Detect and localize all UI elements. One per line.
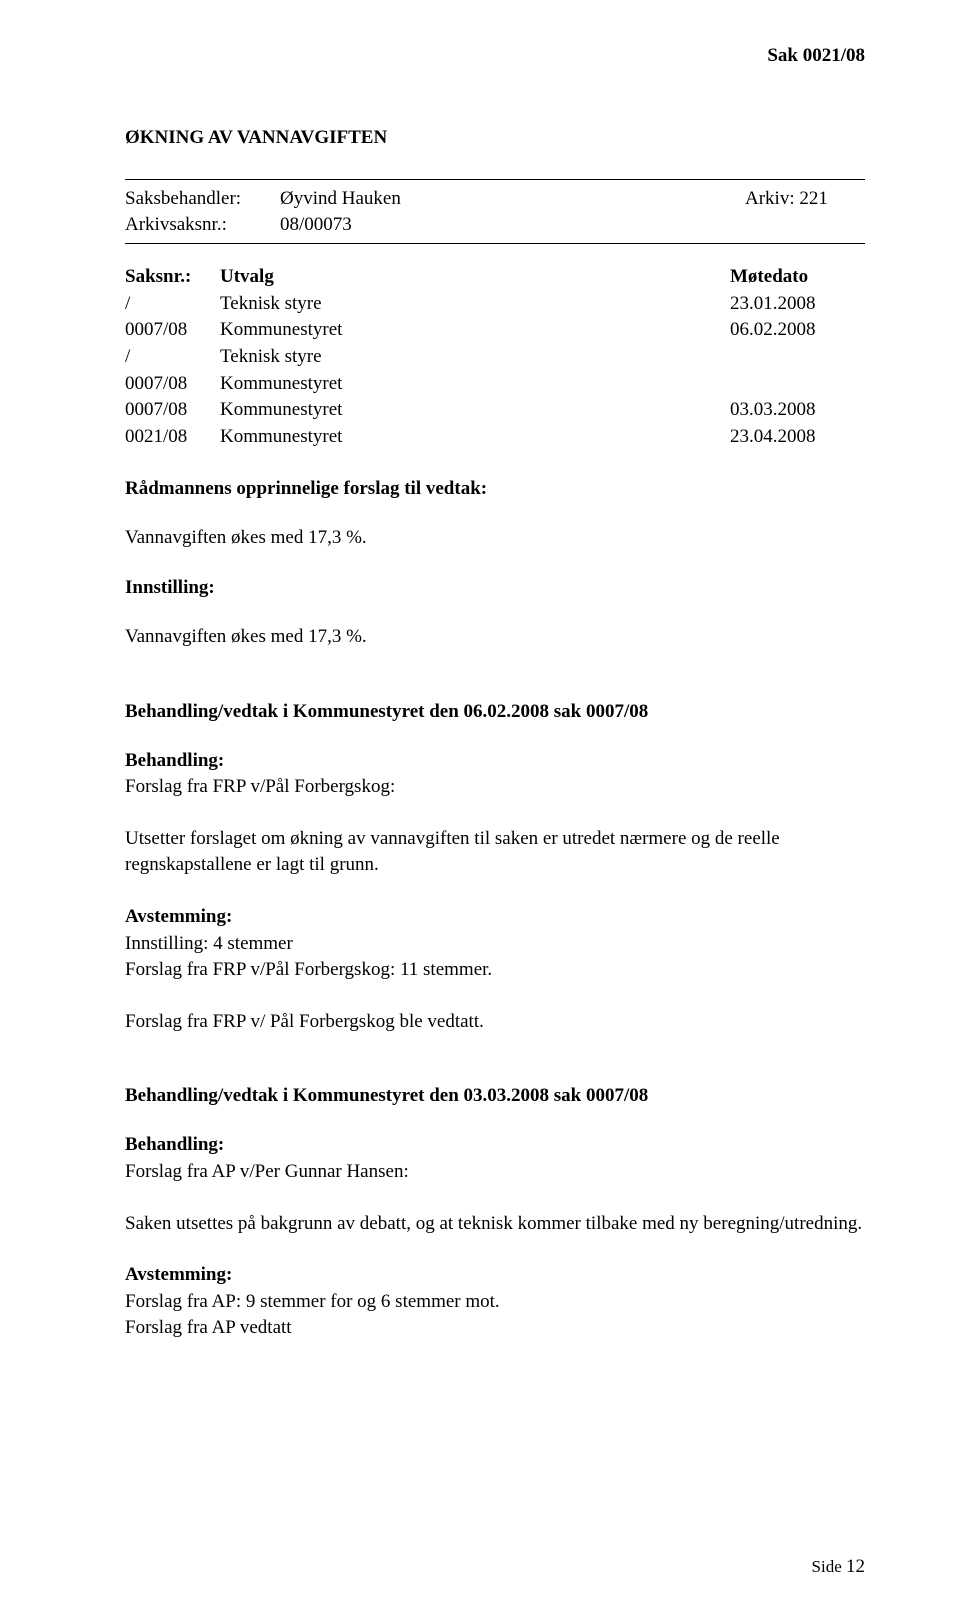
forslag-ap-intro: Forslag fra AP v/Per Gunnar Hansen: — [125, 1159, 865, 1186]
forslag-frp-intro: Forslag fra FRP v/Pål Forbergskog: — [125, 774, 865, 801]
table-row: 0007/08 Kommunestyret — [125, 371, 865, 398]
cell-dato: 03.03.2008 — [730, 397, 865, 424]
arkiv-label: Arkiv: 221 — [745, 186, 865, 212]
cell-utvalg: Kommunestyret — [220, 424, 730, 451]
case-reference: Sak 0021/08 — [125, 45, 865, 67]
page-number: 12 — [846, 1556, 865, 1577]
cell-dato: 23.01.2008 — [730, 291, 865, 318]
forslag-ap-text: Saken utsettes på bakgrunn av debatt, og… — [125, 1211, 865, 1238]
behandling-label-2: Behandling: — [125, 1132, 865, 1159]
cell-utvalg: Teknisk styre — [220, 344, 730, 371]
innstilling-heading: Innstilling: — [125, 577, 865, 599]
meta-block: Saksbehandler: Øyvind Hauken Arkiv: 221 … — [125, 179, 865, 244]
avstemming-label-2: Avstemming: — [125, 1262, 865, 1289]
avstemming2-line2: Forslag fra AP vedtatt — [125, 1315, 865, 1342]
arkivsaksnr-label: Arkivsaksnr.: — [125, 212, 280, 238]
saksbehandler-value: Øyvind Hauken — [280, 186, 745, 212]
cell-saksnr: 0021/08 — [125, 424, 220, 451]
table-row: 0021/08 Kommunestyret 23.04.2008 — [125, 424, 865, 451]
table-row: / Teknisk styre 23.01.2008 — [125, 291, 865, 318]
behandling-label: Behandling: — [125, 748, 865, 775]
radmannens-text: Vannavgiften økes med 17,3 %. — [125, 525, 865, 552]
committee-table: Saksnr.: Utvalg Møtedato / Teknisk styre… — [125, 264, 865, 450]
side-label: Side — [812, 1557, 846, 1576]
cell-utvalg: Kommunestyret — [220, 317, 730, 344]
table-row: / Teknisk styre — [125, 344, 865, 371]
cell-dato — [730, 344, 865, 371]
cell-saksnr: / — [125, 344, 220, 371]
col-header-saksnr: Saksnr.: — [125, 264, 220, 291]
behandling2-heading: Behandling/vedtak i Kommunestyret den 03… — [125, 1085, 865, 1107]
cell-saksnr: 0007/08 — [125, 397, 220, 424]
avstemming1-result: Forslag fra FRP v/ Pål Forbergskog ble v… — [125, 1009, 865, 1036]
radmannens-heading: Rådmannens opprinnelige forslag til vedt… — [125, 478, 865, 500]
saksbehandler-label: Saksbehandler: — [125, 186, 280, 212]
document-title: ØKNING AV VANNAVGIFTEN — [125, 127, 865, 149]
cell-utvalg: Kommunestyret — [220, 371, 730, 398]
avstemming-label: Avstemming: — [125, 904, 865, 931]
cell-saksnr: / — [125, 291, 220, 318]
innstilling-text: Vannavgiften økes med 17,3 %. — [125, 624, 865, 651]
page-footer: Side 12 — [812, 1556, 865, 1578]
table-row: 0007/08 Kommunestyret 06.02.2008 — [125, 317, 865, 344]
cell-saksnr: 0007/08 — [125, 371, 220, 398]
table-row: 0007/08 Kommunestyret 03.03.2008 — [125, 397, 865, 424]
cell-dato: 06.02.2008 — [730, 317, 865, 344]
cell-saksnr: 0007/08 — [125, 317, 220, 344]
cell-utvalg: Kommunestyret — [220, 397, 730, 424]
forslag-frp-text: Utsetter forslaget om økning av vannavgi… — [125, 826, 865, 879]
cell-utvalg: Teknisk styre — [220, 291, 730, 318]
arkivsaksnr-value: 08/00073 — [280, 212, 745, 238]
col-header-utvalg: Utvalg — [220, 264, 730, 291]
col-header-dato: Møtedato — [730, 264, 865, 291]
avstemming1-line2: Forslag fra FRP v/Pål Forbergskog: 11 st… — [125, 957, 865, 984]
avstemming2-line1: Forslag fra AP: 9 stemmer for og 6 stemm… — [125, 1289, 865, 1316]
avstemming1-line1: Innstilling: 4 stemmer — [125, 931, 865, 958]
cell-dato — [730, 371, 865, 398]
behandling1-heading: Behandling/vedtak i Kommunestyret den 06… — [125, 701, 865, 723]
cell-dato: 23.04.2008 — [730, 424, 865, 451]
